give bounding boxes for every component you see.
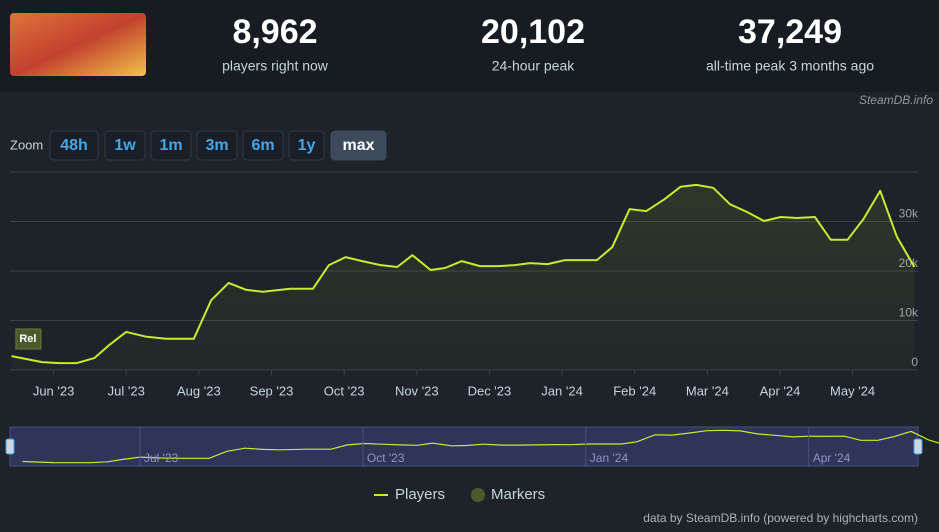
stat-label: 24-hour peak [492, 58, 576, 74]
stat-value: 37,249 [738, 13, 842, 51]
legend-symbol [471, 488, 485, 502]
zoom-button-label[interactable]: 48h [60, 137, 88, 154]
marker [15, 328, 42, 350]
x-tick-label: May '24 [830, 383, 875, 398]
x-tick-label: Nov '23 [395, 383, 439, 398]
navigator-label: Apr '24 [813, 451, 851, 465]
navigator-line [22, 429, 939, 464]
x-tick-label: Aug '23 [177, 383, 221, 398]
zoom-button-label[interactable]: 1y [298, 137, 316, 154]
stat-label: players right now [222, 58, 329, 74]
zoom-button-label[interactable]: 1m [159, 137, 182, 154]
stat-value: 8,962 [232, 13, 317, 51]
source: SteamDB.info [859, 93, 933, 107]
zoom-button-label[interactable]: 3m [205, 137, 228, 154]
zoom-button-label[interactable]: max [342, 137, 374, 154]
x-tick-label: Jul '23 [108, 383, 145, 398]
navigator-label: Jul '23 [144, 451, 179, 465]
line [11, 183, 916, 365]
x-tick-label: Feb '24 [613, 383, 656, 398]
legend-label[interactable]: Players [395, 486, 445, 503]
x-tick-label: Mar '24 [686, 383, 729, 398]
stat-label: all-time peak 3 months ago [706, 58, 874, 74]
zoom-label: Zoom [10, 137, 43, 152]
navigator-label: Jan '24 [590, 451, 629, 465]
zoom-button[interactable] [330, 130, 387, 161]
navigator-label: Oct '23 [367, 451, 405, 465]
zoom-button[interactable] [242, 130, 284, 161]
zoom-button-label[interactable]: 6m [251, 137, 274, 154]
x-tick-label: Sep '23 [250, 383, 294, 398]
x-tick-label: Dec '23 [468, 383, 512, 398]
y-tick-label: 0 [911, 355, 918, 369]
zoom-button[interactable] [288, 130, 325, 161]
x-tick-label: Jan '24 [541, 383, 583, 398]
zoom-button-label[interactable]: 1w [114, 137, 136, 154]
navigator-handle[interactable] [5, 438, 15, 455]
game-thumbnail[interactable] [10, 13, 146, 76]
header-bg [0, 0, 939, 92]
zoom-button[interactable] [150, 130, 192, 161]
stat-value: 20,102 [481, 13, 585, 51]
navigator-handle[interactable] [913, 438, 923, 455]
y-tick-label: 30k [899, 207, 919, 221]
zoom-button[interactable] [49, 130, 99, 161]
zoom-button[interactable] [196, 130, 238, 161]
area [11, 184, 915, 370]
credit: data by SteamDB.info (powered by highcha… [643, 511, 918, 525]
x-tick-label: Jun '23 [33, 383, 75, 398]
zoom-button[interactable] [104, 130, 146, 161]
x-tick-label: Oct '23 [324, 383, 365, 398]
marker-label: Rel [19, 333, 36, 345]
legend-label[interactable]: Markers [491, 486, 545, 503]
x-tick-label: Apr '24 [760, 383, 801, 398]
navigator[interactable] [9, 426, 919, 467]
